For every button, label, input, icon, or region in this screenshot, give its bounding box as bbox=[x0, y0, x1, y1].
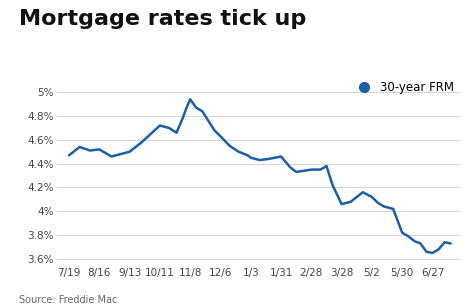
Text: Mortgage rates tick up: Mortgage rates tick up bbox=[19, 9, 306, 29]
Text: Source: Freddie Mac: Source: Freddie Mac bbox=[19, 295, 118, 305]
Legend: 30-year FRM: 30-year FRM bbox=[348, 78, 458, 98]
